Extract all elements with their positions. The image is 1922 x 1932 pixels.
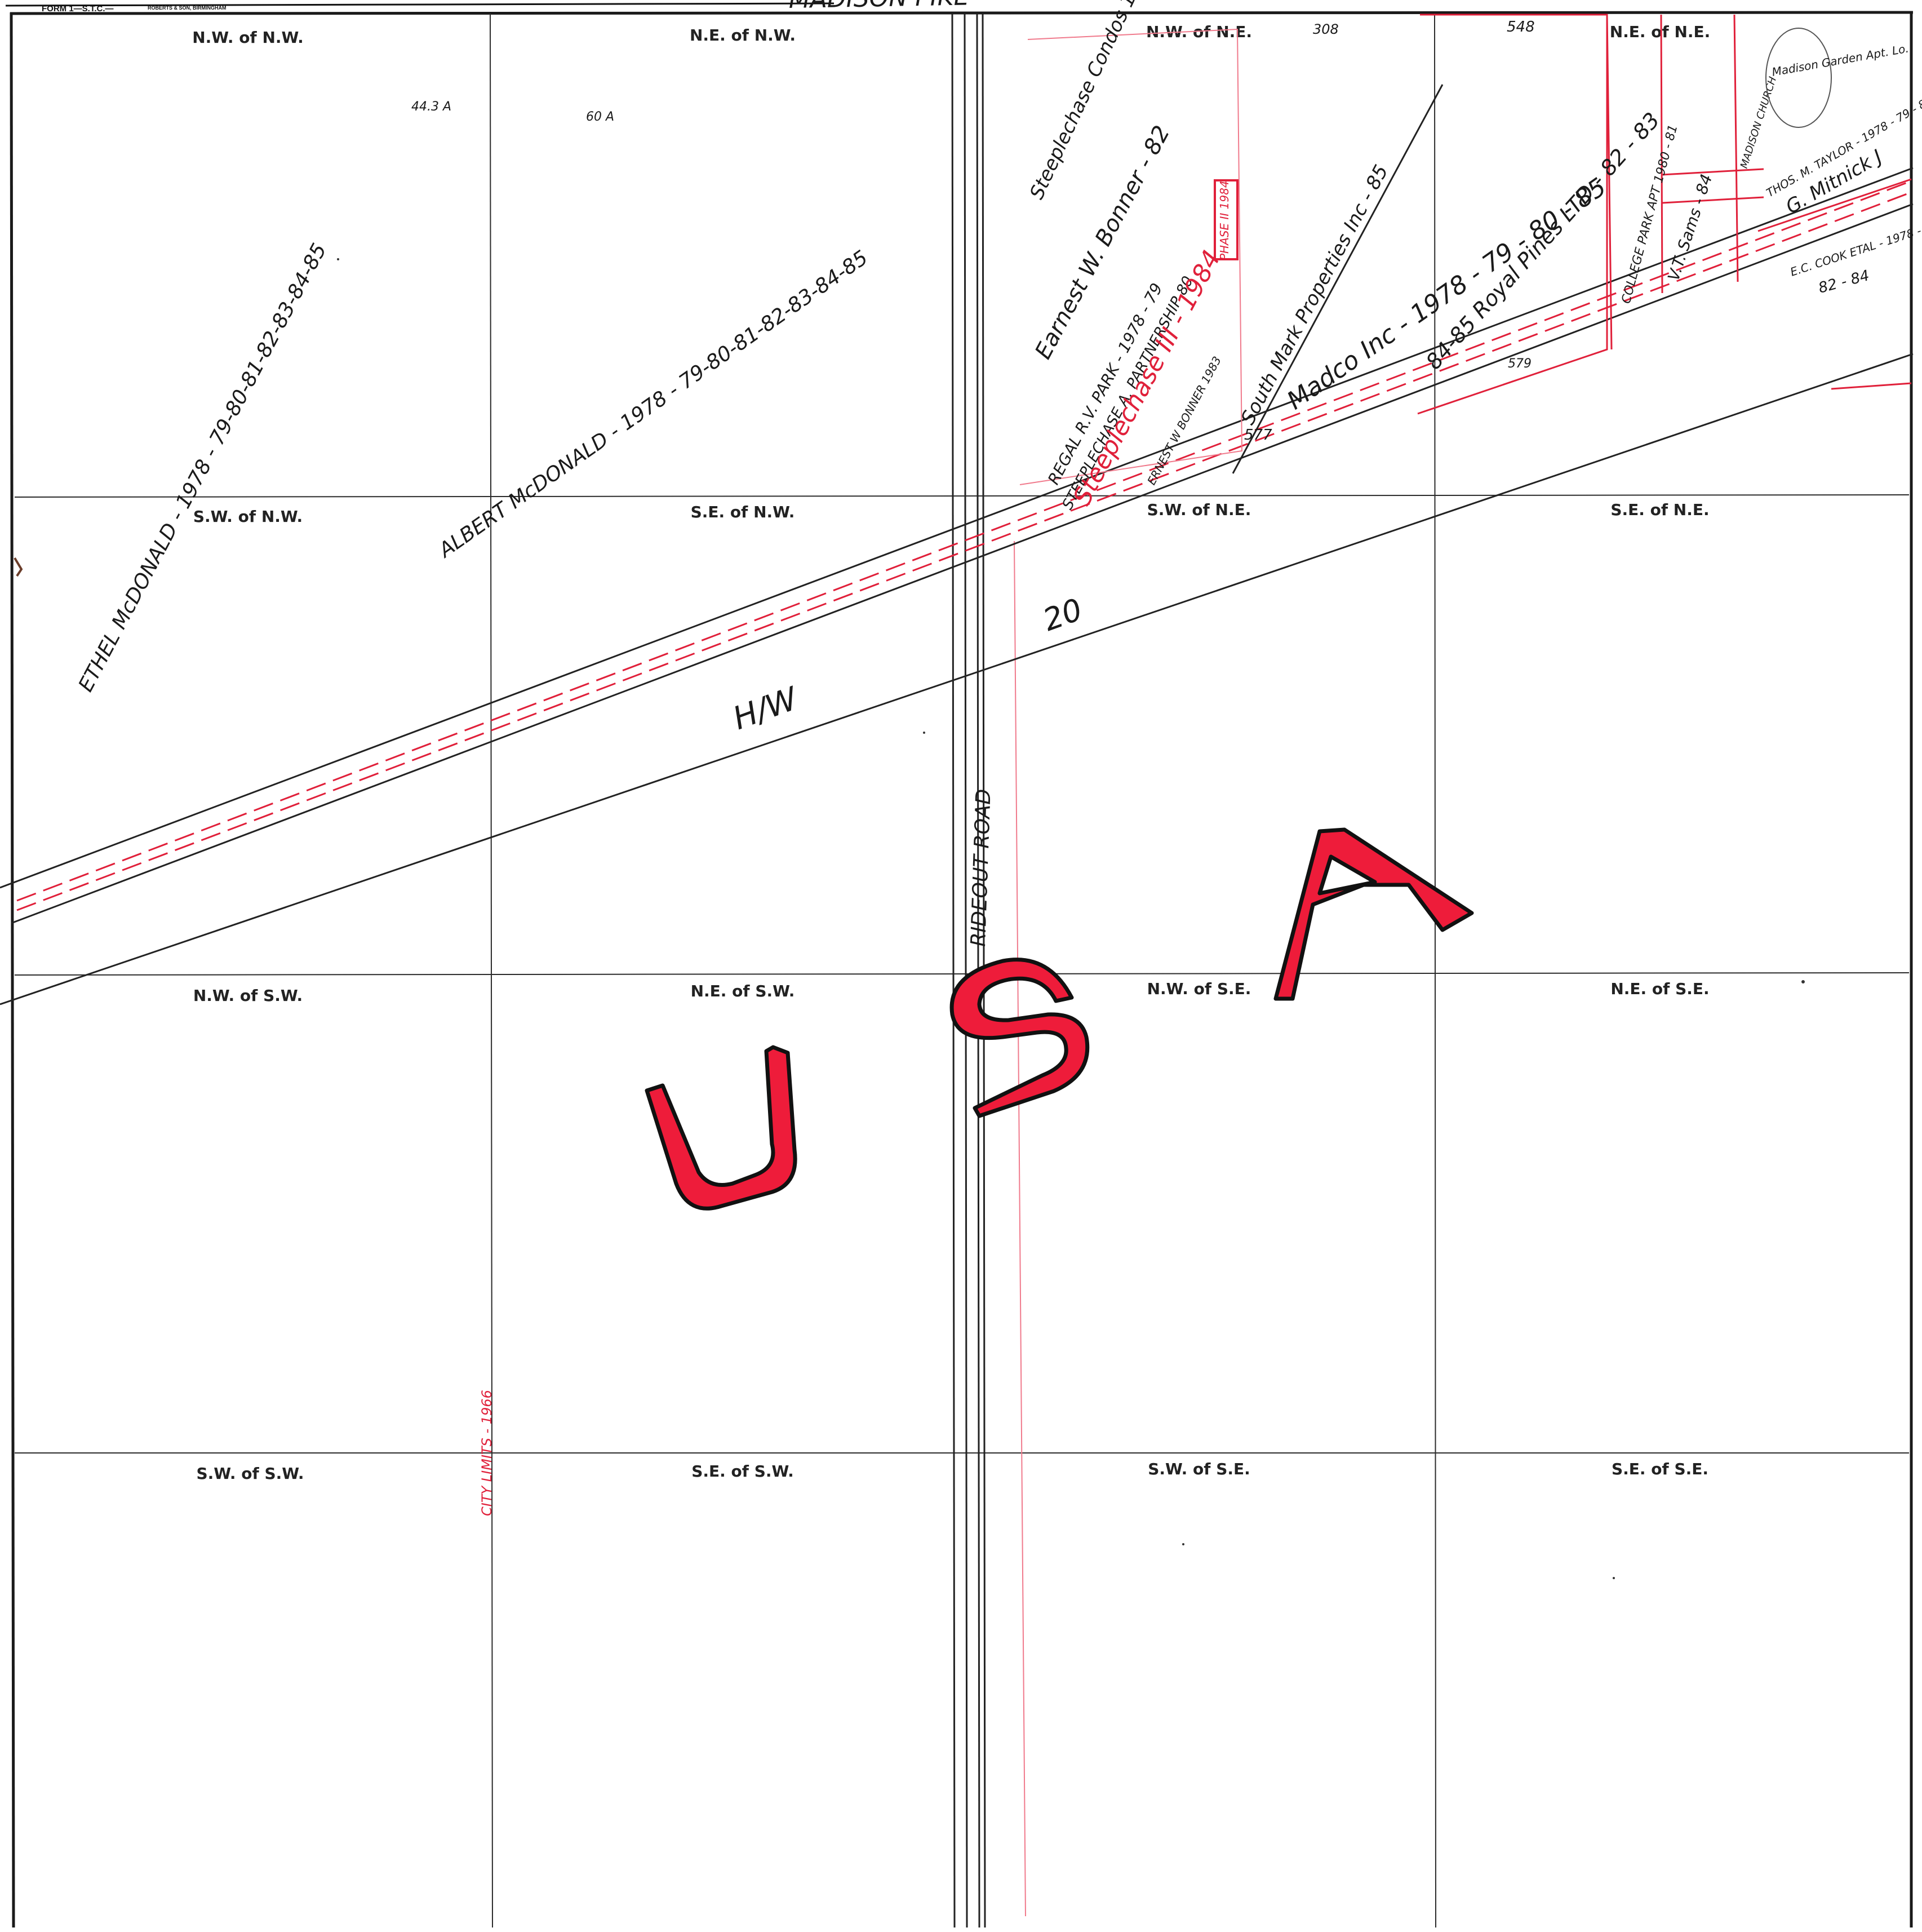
quarter-nw-ne: N.W. of N.E. bbox=[1146, 23, 1252, 41]
phase-ii-box bbox=[1214, 179, 1239, 260]
quarter-sw-nw: S.W. of N.W. bbox=[193, 507, 303, 526]
dot-mark-2 bbox=[1801, 980, 1805, 983]
rideout-road-line-1 bbox=[951, 13, 956, 1928]
form-header: FORM 1—S.T.C.— ROBERTS & SON, BIRMINGHAM bbox=[5, 2, 835, 14]
parcel-diagonal-line bbox=[1232, 84, 1444, 474]
edge-mark bbox=[14, 557, 23, 577]
frame-left bbox=[10, 12, 15, 1928]
quarter-nw-nw: N.W. of N.W. bbox=[192, 28, 304, 47]
acreage-60: 60 A bbox=[586, 110, 614, 124]
quarter-ne-sw: N.E. of S.W. bbox=[691, 982, 795, 1000]
acreage-579: 579 bbox=[1508, 357, 1532, 371]
quarter-ne-ne: N.E. of N.E. bbox=[1610, 23, 1711, 41]
parcel-college-park-line bbox=[1606, 14, 1613, 350]
parcel-cross-line-2 bbox=[1662, 196, 1764, 204]
madison-garden-circle bbox=[1765, 28, 1832, 128]
section-frame bbox=[10, 11, 1914, 1928]
owner-royal-pines: 84-85 Royal Pines LTD - 82 - 83 bbox=[1421, 108, 1664, 374]
acreage-308: 308 bbox=[1313, 21, 1339, 37]
form-id: FORM 1—S.T.C.— bbox=[42, 4, 114, 14]
quarter-se-ne: S.E. of N.E. bbox=[1610, 500, 1709, 519]
city-limits-label: CITY LIMITS - 1966 bbox=[479, 1390, 495, 1516]
rideout-road-pink-line bbox=[1014, 540, 1026, 1917]
dot-mark-5 bbox=[337, 258, 339, 260]
quarter-grid bbox=[14, 13, 1910, 1928]
usa-lettering: U bbox=[645, 827, 1474, 1211]
highway-number-label: 20 bbox=[1038, 592, 1087, 639]
highway-south-edge bbox=[0, 353, 1914, 1005]
highway-hw-label: H/W bbox=[729, 680, 804, 737]
owner-ec-cook-years: 82 - 84 bbox=[1817, 267, 1871, 297]
header-rule bbox=[5, 2, 835, 7]
highway-north-edge bbox=[0, 167, 1914, 889]
acreage-577: 577 bbox=[1244, 427, 1272, 444]
grid-v1 bbox=[490, 13, 493, 1928]
owner-madison-garden: Madison Garden Apt. Lo. bbox=[1771, 42, 1910, 79]
ne-parcel-outlines bbox=[1019, 14, 1912, 485]
quarter-ne-se: N.E. of S.E. bbox=[1610, 980, 1709, 998]
grid-h1 bbox=[14, 494, 1910, 498]
parcel-east-red-line bbox=[1831, 382, 1912, 390]
parcel-sams-line bbox=[1660, 14, 1663, 294]
quarter-sw-se: S.W. of S.E. bbox=[1148, 1460, 1250, 1478]
highway-north-edge-2 bbox=[11, 203, 1914, 924]
owner-vt-sams: V.T. Sams - 84 bbox=[1664, 172, 1716, 283]
quarter-labels: N.W. of N.W. N.E. of N.W. N.W. of N.E. N… bbox=[192, 23, 1710, 1483]
parcel-church-line bbox=[1733, 14, 1739, 282]
rideout-road-label: RIDEOUT ROAD bbox=[967, 788, 996, 947]
quarter-nw-sw: N.W. of S.W. bbox=[193, 986, 303, 1005]
grid-h2 bbox=[14, 972, 1910, 976]
ne-owners: Steeplechase Condos 1983 Earnest W. Bonn… bbox=[1026, 0, 1922, 512]
parcel-steeplechase-outline bbox=[1019, 28, 1243, 485]
quarter-se-sw: S.E. of S.W. bbox=[691, 1462, 794, 1481]
quarter-ne-nw: N.E. of N.W. bbox=[690, 26, 796, 45]
grid-v3 bbox=[1434, 13, 1436, 1928]
parcel-cook-line bbox=[1757, 178, 1912, 232]
dot-mark-3 bbox=[1182, 1543, 1184, 1545]
owner-albert-mcdonald: ALBERT McDONALD - 1978 - 79-80-81-82-83-… bbox=[434, 246, 872, 563]
mcdonald-parcels: ETHEL McDONALD - 1978 - 79-80-81-82-83-8… bbox=[74, 100, 872, 695]
dot-mark-4 bbox=[1613, 1577, 1615, 1579]
acreage-44: 44.3 A bbox=[411, 100, 451, 114]
parcel-madco-outline bbox=[1417, 14, 1608, 415]
owner-madison-church: MADISON CHURCH bbox=[1738, 75, 1779, 170]
usa-letter-u bbox=[645, 1045, 797, 1211]
frame-top bbox=[10, 11, 1914, 15]
quarter-se-se: S.E. of S.E. bbox=[1612, 1460, 1708, 1478]
rideout-road-line-2 bbox=[964, 13, 968, 1928]
acreage-548: 548 bbox=[1507, 19, 1535, 36]
quarter-nw-se: N.W. of S.E. bbox=[1147, 980, 1251, 998]
quarter-sw-sw: S.W. of S.W. bbox=[197, 1464, 304, 1483]
usa-letter-s bbox=[949, 958, 1090, 1118]
parcel-cross-line-1 bbox=[1662, 168, 1764, 176]
dot-mark-1 bbox=[923, 732, 925, 734]
quarter-se-nw: S.E. of N.W. bbox=[691, 503, 795, 521]
owner-ethel-mcdonald: ETHEL McDONALD - 1978 - 79-80-81-82-83-8… bbox=[74, 240, 331, 695]
quarter-sw-ne: S.W. of N.E. bbox=[1147, 500, 1251, 519]
owner-phase-ii: PHASE II 1984 bbox=[1218, 180, 1231, 260]
usa-letter-a bbox=[1273, 827, 1474, 1001]
publisher: ROBERTS & SON, BIRMINGHAM bbox=[148, 5, 227, 11]
